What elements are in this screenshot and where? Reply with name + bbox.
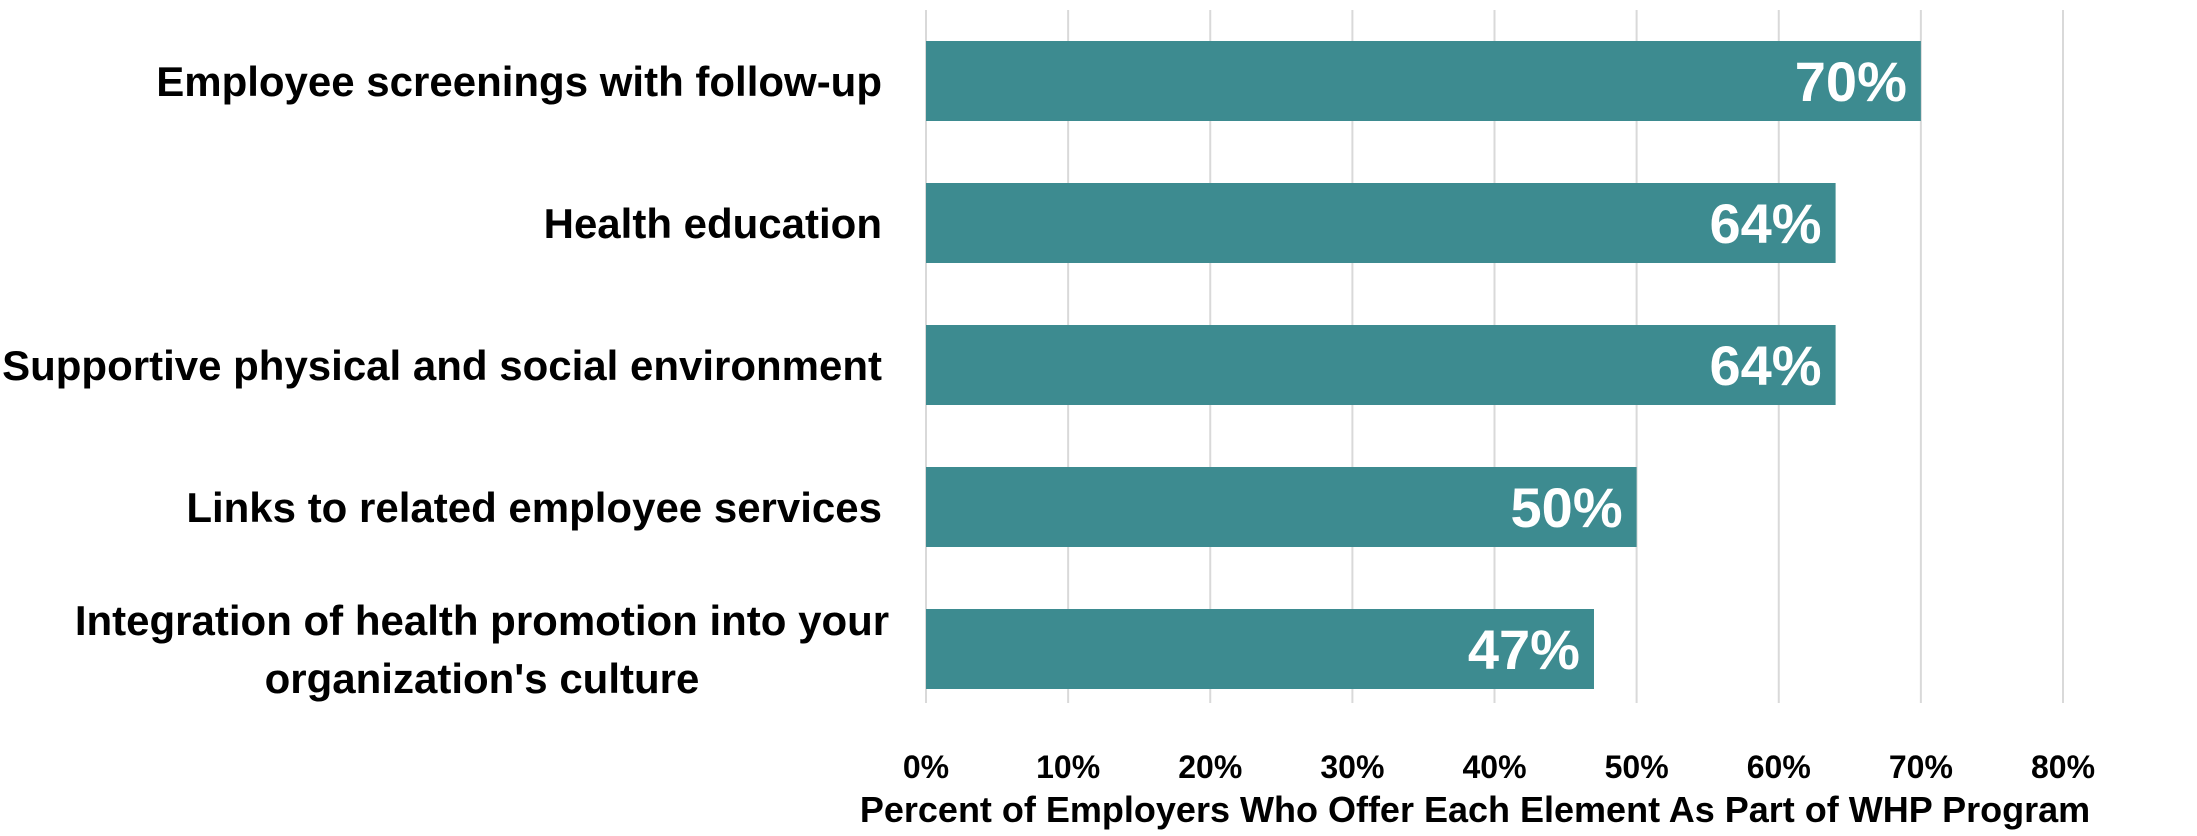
x-tick-label: 50%: [1605, 749, 1669, 785]
x-tick-label: 80%: [2031, 749, 2095, 785]
bar-value-label: 47%: [1468, 618, 1580, 681]
x-tick-label: 0%: [903, 749, 949, 785]
category-label: Employee screenings with follow-up: [156, 58, 882, 105]
x-axis-title: Percent of Employers Who Offer Each Elem…: [860, 789, 2090, 830]
x-tick-labels: 0% 10% 20% 30% 40% 50% 60% 70% 80%: [903, 749, 2095, 785]
bar: [926, 609, 1594, 689]
bar-value-label: 50%: [1511, 476, 1623, 539]
category-label: organization's culture: [265, 655, 700, 702]
x-tick-label: 60%: [1747, 749, 1811, 785]
x-tick-label: 10%: [1036, 749, 1100, 785]
bar: [926, 325, 1836, 405]
bar-value-label: 64%: [1710, 192, 1822, 255]
category-labels: Employee screenings with follow-up Health…: [2, 58, 889, 702]
bar: [926, 467, 1637, 547]
bar: [926, 183, 1836, 263]
category-label: Health education: [544, 200, 882, 247]
bar-value-label: 70%: [1795, 50, 1907, 113]
x-tick-label: 30%: [1320, 749, 1384, 785]
x-tick-label: 70%: [1889, 749, 1953, 785]
category-label: Supportive physical and social environme…: [2, 342, 882, 389]
category-label: Integration of health promotion into you…: [75, 597, 889, 644]
bar-value-label: 64%: [1710, 334, 1822, 397]
bars: [926, 41, 1921, 689]
value-labels: 70% 64% 64% 50% 47%: [1468, 50, 1907, 681]
category-label: Links to related employee services: [186, 484, 882, 531]
bar: [926, 41, 1921, 121]
x-tick-label: 40%: [1462, 749, 1526, 785]
x-tick-label: 20%: [1178, 749, 1242, 785]
